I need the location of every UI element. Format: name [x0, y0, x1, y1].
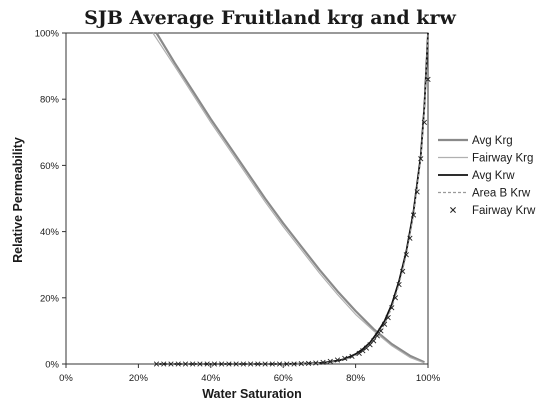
data-point	[161, 361, 167, 367]
series-avg-krw	[156, 32, 429, 365]
x-tick-label: 20%	[129, 373, 149, 384]
y-tick-label: 80%	[40, 95, 60, 106]
data-point	[269, 361, 275, 367]
data-point	[291, 361, 297, 367]
x-tick-label: 40%	[201, 373, 221, 384]
legend: Avg Krg Fairway Krg Avg Krw Area B Krw Fairw…	[438, 135, 536, 217]
series-area-b-krw	[156, 32, 429, 365]
legend-item-avg-krw: Avg Krw	[438, 170, 515, 182]
data-point	[168, 361, 174, 367]
data-point	[197, 361, 203, 367]
data-point	[418, 156, 424, 162]
series-avg-krg	[155, 32, 425, 364]
series-line-avg-krg	[155, 32, 425, 364]
series-layer	[152, 32, 431, 367]
data-point	[421, 119, 427, 125]
data-point	[298, 361, 304, 367]
data-point	[313, 360, 319, 366]
data-point	[233, 361, 239, 367]
data-point	[407, 235, 413, 241]
legend-label: Area B Krw	[472, 188, 531, 200]
y-tick-label: 0%	[45, 360, 59, 371]
y-tick-label: 20%	[40, 293, 60, 304]
data-point	[396, 281, 402, 288]
series-fairway-krg	[152, 32, 425, 364]
y-axis: 0% 20% 40% 60% 80% 100%	[35, 29, 66, 371]
legend-item-fairway-krg: Fairway Krg	[438, 153, 533, 165]
data-point	[378, 328, 384, 334]
legend-label: Avg Krw	[472, 170, 515, 182]
data-point	[175, 361, 181, 367]
data-point	[262, 361, 268, 367]
data-point	[219, 361, 225, 367]
data-point	[389, 305, 395, 311]
x-tick-label: 100%	[416, 373, 441, 384]
data-point	[342, 355, 348, 361]
data-point	[153, 361, 160, 367]
y-tick-label: 40%	[40, 227, 60, 238]
x-axis-label: Water Saturation	[202, 387, 302, 401]
y-tick-label: 60%	[40, 161, 60, 172]
data-point	[204, 361, 210, 367]
data-point	[190, 361, 196, 367]
legend-item-fairway-krw: Fairway Krw	[450, 205, 536, 217]
legend-label: Fairway Krg	[472, 153, 533, 165]
data-point	[392, 295, 399, 301]
data-point	[403, 252, 409, 258]
data-point	[334, 357, 341, 363]
series-line-fairway-krg	[152, 32, 425, 364]
data-point	[240, 361, 246, 367]
data-point	[305, 360, 312, 366]
data-point	[425, 76, 431, 82]
data-point	[248, 361, 254, 367]
y-axis-label: Relative Permeability	[11, 137, 25, 263]
data-point	[320, 359, 326, 365]
legend-item-avg-krg: Avg Krg	[438, 135, 513, 147]
data-point	[255, 361, 261, 367]
x-axis: 0% 20% 40% 60% 80% 100%	[59, 364, 441, 384]
y-tick-label: 100%	[35, 29, 60, 40]
x-tick-label: 80%	[346, 373, 366, 384]
series-line-area-b-krw	[156, 32, 429, 365]
plot-area-frame	[65, 32, 429, 365]
data-point	[371, 338, 377, 344]
data-point	[182, 361, 189, 367]
data-point	[276, 361, 283, 367]
legend-label: Fairway Krw	[472, 205, 536, 217]
series-fairway-krw	[153, 76, 431, 367]
data-point	[356, 350, 362, 357]
data-point	[381, 321, 388, 327]
data-point	[400, 268, 406, 274]
data-point	[414, 189, 420, 195]
data-point	[385, 315, 391, 321]
data-point	[349, 353, 355, 360]
series-line-avg-krw	[156, 32, 429, 365]
data-point	[284, 361, 290, 367]
data-point	[211, 361, 218, 367]
data-point	[360, 348, 366, 354]
legend-swatch	[450, 207, 456, 213]
data-point	[374, 333, 380, 339]
legend-item-area-b-krw: Area B Krw	[438, 188, 531, 200]
data-point	[226, 361, 232, 367]
x-tick-label: 0%	[59, 373, 73, 384]
legend-label: Avg Krg	[472, 135, 513, 147]
x-tick-label: 60%	[274, 373, 294, 384]
data-point	[410, 212, 417, 218]
chart-title: SJB Average Fruitland krg and krw	[84, 7, 456, 29]
data-point	[327, 358, 333, 364]
